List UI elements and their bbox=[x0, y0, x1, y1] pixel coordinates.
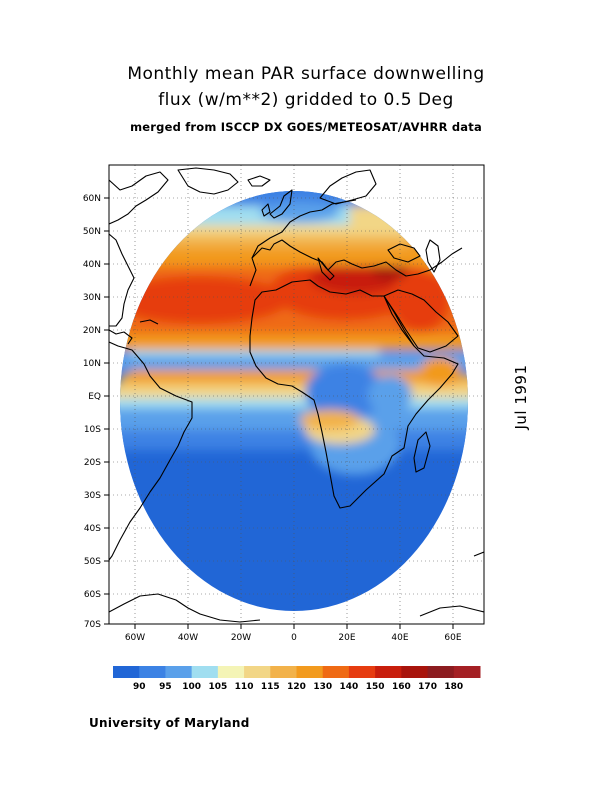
lon-tick-label: 60W bbox=[125, 633, 145, 643]
colorbar-swatch bbox=[113, 666, 140, 678]
lat-tick-label: 70S bbox=[84, 620, 101, 630]
lon-tick-label: 20E bbox=[338, 633, 355, 643]
colorbar-swatch bbox=[296, 666, 324, 678]
lat-tick-label: 40N bbox=[83, 260, 101, 270]
colorbar-label: 150 bbox=[366, 682, 385, 692]
colorbar-label: 130 bbox=[313, 682, 332, 692]
date-label: Jul 1991 bbox=[496, 364, 546, 429]
map-graticule bbox=[109, 165, 484, 624]
colorbar-label: 160 bbox=[392, 682, 411, 692]
colorbar-swatch bbox=[217, 666, 245, 678]
colorbar-label: 110 bbox=[235, 682, 254, 692]
colorbar-label: 95 bbox=[159, 682, 172, 692]
date-label-text: Jul 1991 bbox=[512, 364, 530, 430]
colorbar-label: 140 bbox=[340, 682, 359, 692]
lon-tick-label: 40W bbox=[178, 633, 198, 643]
coastlines bbox=[109, 167, 484, 623]
colorbar-swatch bbox=[375, 666, 402, 678]
lat-tick-label: EQ bbox=[88, 392, 101, 402]
lon-tick-label: 20W bbox=[231, 633, 251, 643]
lon-tick-label: 0 bbox=[291, 633, 297, 643]
colorbar-swatch bbox=[453, 666, 481, 678]
lat-tick-label: 60N bbox=[83, 194, 101, 204]
par-flux-field bbox=[120, 191, 468, 611]
map-title-line1: Monthly mean PAR surface downwelling bbox=[127, 64, 485, 84]
colorbar-label: 120 bbox=[287, 682, 306, 692]
colorbar-swatch bbox=[191, 666, 219, 678]
lat-tick-label: 20S bbox=[84, 458, 101, 468]
map-title-line2: flux (w/m**2) gridded to 0.5 Deg bbox=[158, 90, 454, 110]
footer-institution: University of Maryland bbox=[89, 716, 250, 730]
lat-tick-label: 60S bbox=[84, 590, 101, 600]
colorbar-label: 170 bbox=[418, 682, 437, 692]
map-subtitle: merged from ISCCP DX GOES/METEOSAT/AVHRR… bbox=[130, 120, 482, 134]
colorbar-swatch bbox=[244, 666, 271, 678]
colorbar-label: 115 bbox=[261, 682, 280, 692]
colorbar-swatch bbox=[322, 666, 350, 678]
lat-tick-label: 50N bbox=[83, 227, 101, 237]
lat-tick-label: 10N bbox=[83, 359, 101, 369]
colorbar-swatch bbox=[348, 666, 376, 678]
lon-tick-label: 60E bbox=[444, 633, 461, 643]
lat-tick-label: 20N bbox=[83, 326, 101, 336]
colorbar-label: 100 bbox=[182, 682, 201, 692]
colorbar-swatch bbox=[165, 666, 193, 678]
colorbar-swatch bbox=[139, 666, 166, 678]
colorbar-swatch bbox=[270, 666, 297, 678]
colorbar-swatch bbox=[427, 666, 455, 678]
longitude-axis: 60W 40W 20W 0 20E 40E 60E bbox=[125, 624, 462, 643]
colorbar-label: 180 bbox=[444, 682, 463, 692]
lon-tick-label: 40E bbox=[391, 633, 408, 643]
lat-tick-label: 30N bbox=[83, 293, 101, 303]
colorbar-label: 90 bbox=[133, 682, 146, 692]
latitude-axis: 60N 50N 40N 30N 20N 10N EQ 10S 20S 30S 40S 50S 60S 70… bbox=[83, 194, 109, 630]
lat-tick-label: 10S bbox=[84, 425, 101, 435]
colorbar-label: 105 bbox=[208, 682, 227, 692]
colorbar: 90 95 100 105 110 115 120 130 140 150 160 170 180 bbox=[113, 666, 481, 692]
lat-tick-label: 40S bbox=[84, 524, 101, 534]
colorbar-swatch bbox=[401, 666, 429, 678]
lat-tick-label: 50S bbox=[84, 557, 101, 567]
map-frame bbox=[108, 164, 485, 625]
lat-tick-label: 30S bbox=[84, 491, 101, 501]
